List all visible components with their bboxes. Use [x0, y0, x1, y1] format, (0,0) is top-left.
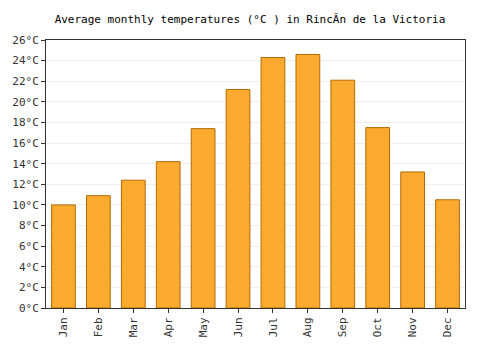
svg-text:Oct: Oct: [371, 317, 384, 337]
svg-text:20°C: 20°C: [12, 96, 39, 109]
svg-text:Dec: Dec: [441, 317, 454, 337]
svg-text:16°C: 16°C: [12, 137, 39, 150]
svg-text:Jul: Jul: [267, 317, 280, 337]
svg-text:18°C: 18°C: [12, 116, 39, 129]
svg-text:6°C: 6°C: [19, 240, 39, 253]
svg-text:Feb: Feb: [92, 317, 105, 337]
svg-text:14°C: 14°C: [12, 158, 39, 171]
svg-text:May: May: [197, 317, 210, 337]
svg-text:Jan: Jan: [57, 317, 70, 337]
svg-text:26°C: 26°C: [12, 34, 39, 47]
svg-text:8°C: 8°C: [19, 219, 39, 232]
svg-text:24°C: 24°C: [12, 54, 39, 67]
svg-text:Average monthly temperatures (: Average monthly temperatures (°C ) in Ri…: [55, 13, 446, 26]
svg-text:Aug: Aug: [301, 317, 314, 337]
svg-text:Jun: Jun: [232, 317, 245, 337]
svg-text:0°C: 0°C: [19, 302, 39, 315]
svg-text:4°C: 4°C: [19, 261, 39, 274]
svg-text:12°C: 12°C: [12, 178, 39, 191]
svg-text:10°C: 10°C: [12, 199, 39, 212]
svg-text:2°C: 2°C: [19, 281, 39, 294]
svg-text:Apr: Apr: [162, 317, 175, 337]
svg-text:Nov: Nov: [406, 317, 419, 337]
svg-text:Mar: Mar: [127, 317, 140, 337]
svg-text:22°C: 22°C: [12, 75, 39, 88]
svg-text:Sep: Sep: [336, 317, 349, 337]
